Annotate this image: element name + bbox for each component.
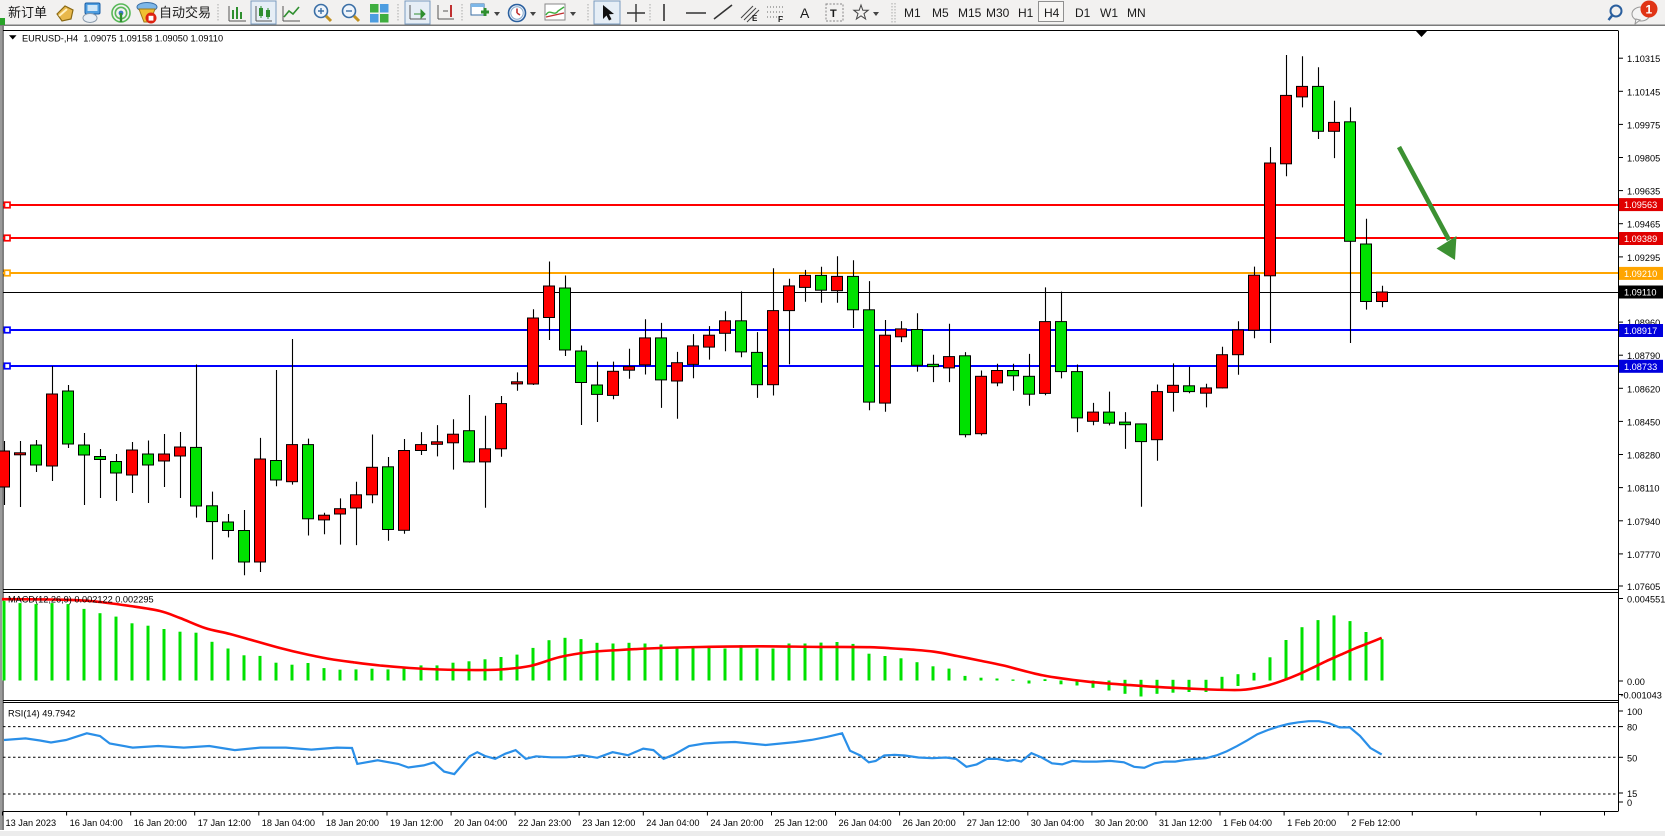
svg-text:T: T: [830, 8, 837, 20]
svg-text:1.08960: 1.08960: [1627, 318, 1660, 328]
svg-text:26 Jan 04:00: 26 Jan 04:00: [839, 818, 892, 828]
svg-text:-0.001043: -0.001043: [1621, 691, 1662, 701]
svg-text:16 Jan 20:00: 16 Jan 20:00: [134, 818, 187, 828]
svg-text:31 Jan 12:00: 31 Jan 12:00: [1159, 818, 1212, 828]
svg-text:20 Jan 04:00: 20 Jan 04:00: [454, 818, 507, 828]
svg-text:1 Feb 04:00: 1 Feb 04:00: [1223, 818, 1272, 828]
svg-text:1 Feb 20:00: 1 Feb 20:00: [1287, 818, 1336, 828]
svg-text:1.08733: 1.08733: [1624, 362, 1657, 372]
svg-text:1.09635: 1.09635: [1627, 187, 1660, 197]
svg-text:13 Jan 2023: 13 Jan 2023: [6, 818, 57, 828]
svg-text:H4: H4: [1044, 6, 1060, 20]
svg-text:50: 50: [1627, 753, 1637, 763]
svg-text:80: 80: [1627, 723, 1637, 733]
svg-text:18 Jan 20:00: 18 Jan 20:00: [326, 818, 379, 828]
svg-text:1.09210: 1.09210: [1624, 269, 1657, 279]
svg-text:1.09465: 1.09465: [1627, 220, 1660, 230]
svg-text:W1: W1: [1100, 6, 1118, 20]
svg-text:M5: M5: [932, 6, 949, 20]
svg-text:15: 15: [1627, 789, 1637, 799]
svg-text:M1: M1: [904, 6, 921, 20]
svg-text:RSI(14) 49.7942: RSI(14) 49.7942: [8, 709, 75, 719]
svg-text:26 Jan 20:00: 26 Jan 20:00: [903, 818, 956, 828]
svg-text:24 Jan 20:00: 24 Jan 20:00: [710, 818, 763, 828]
svg-text:30 Jan 20:00: 30 Jan 20:00: [1095, 818, 1148, 828]
svg-text:1.07940: 1.07940: [1627, 517, 1660, 527]
svg-text:1.09805: 1.09805: [1627, 154, 1660, 164]
svg-text:新订单: 新订单: [8, 5, 47, 20]
svg-text:25 Jan 12:00: 25 Jan 12:00: [775, 818, 828, 828]
svg-text:1.08917: 1.08917: [1624, 326, 1657, 336]
svg-text:1.08280: 1.08280: [1627, 451, 1660, 461]
svg-text:16 Jan 04:00: 16 Jan 04:00: [70, 818, 123, 828]
svg-text:17 Jan 12:00: 17 Jan 12:00: [198, 818, 251, 828]
svg-text:1.09975: 1.09975: [1627, 120, 1660, 130]
svg-text:H1: H1: [1018, 6, 1034, 20]
svg-text:1: 1: [1646, 3, 1653, 17]
svg-text:1.10315: 1.10315: [1627, 54, 1660, 64]
svg-text:1.08110: 1.08110: [1627, 484, 1660, 494]
svg-text:EURUSD-,H4 1.09075 1.09158 1.: EURUSD-,H4 1.09075 1.09158 1.09050 1.091…: [22, 34, 223, 44]
svg-text:1.08620: 1.08620: [1627, 384, 1660, 394]
svg-text:0.00: 0.00: [1627, 677, 1645, 687]
svg-text:A: A: [800, 5, 810, 21]
svg-text:27 Jan 12:00: 27 Jan 12:00: [967, 818, 1020, 828]
svg-text:23 Jan 12:00: 23 Jan 12:00: [582, 818, 635, 828]
svg-text:MACD(12,26,9) 0.002122 0.00229: MACD(12,26,9) 0.002122 0.002295: [8, 595, 154, 605]
svg-text:100: 100: [1627, 707, 1642, 717]
svg-text:1.08450: 1.08450: [1627, 417, 1660, 427]
svg-text:MN: MN: [1127, 6, 1146, 20]
svg-text:1.10145: 1.10145: [1627, 87, 1660, 97]
svg-text:30 Jan 04:00: 30 Jan 04:00: [1031, 818, 1084, 828]
svg-text:自动交易: 自动交易: [159, 5, 211, 20]
svg-text:M15: M15: [958, 6, 982, 20]
svg-text:2 Feb 12:00: 2 Feb 12:00: [1351, 818, 1400, 828]
svg-text:1.09563: 1.09563: [1624, 200, 1657, 210]
svg-text:19 Jan 12:00: 19 Jan 12:00: [390, 818, 443, 828]
svg-text:24 Jan 04:00: 24 Jan 04:00: [646, 818, 699, 828]
svg-text:22 Jan 23:00: 22 Jan 23:00: [518, 818, 571, 828]
svg-text:1.09110: 1.09110: [1624, 288, 1657, 298]
svg-text:0.004551: 0.004551: [1627, 595, 1665, 605]
svg-text:F: F: [778, 15, 783, 24]
svg-text:1.09295: 1.09295: [1627, 253, 1660, 263]
svg-text:M30: M30: [986, 6, 1010, 20]
svg-text:1.08790: 1.08790: [1627, 351, 1660, 361]
svg-text:1.07605: 1.07605: [1627, 582, 1660, 592]
svg-text:1.09389: 1.09389: [1624, 234, 1657, 244]
svg-text:18 Jan 04:00: 18 Jan 04:00: [262, 818, 315, 828]
svg-text:0: 0: [1627, 798, 1632, 808]
svg-text:E: E: [752, 14, 758, 23]
svg-text:D1: D1: [1075, 6, 1091, 20]
svg-text:1.07770: 1.07770: [1627, 550, 1660, 560]
